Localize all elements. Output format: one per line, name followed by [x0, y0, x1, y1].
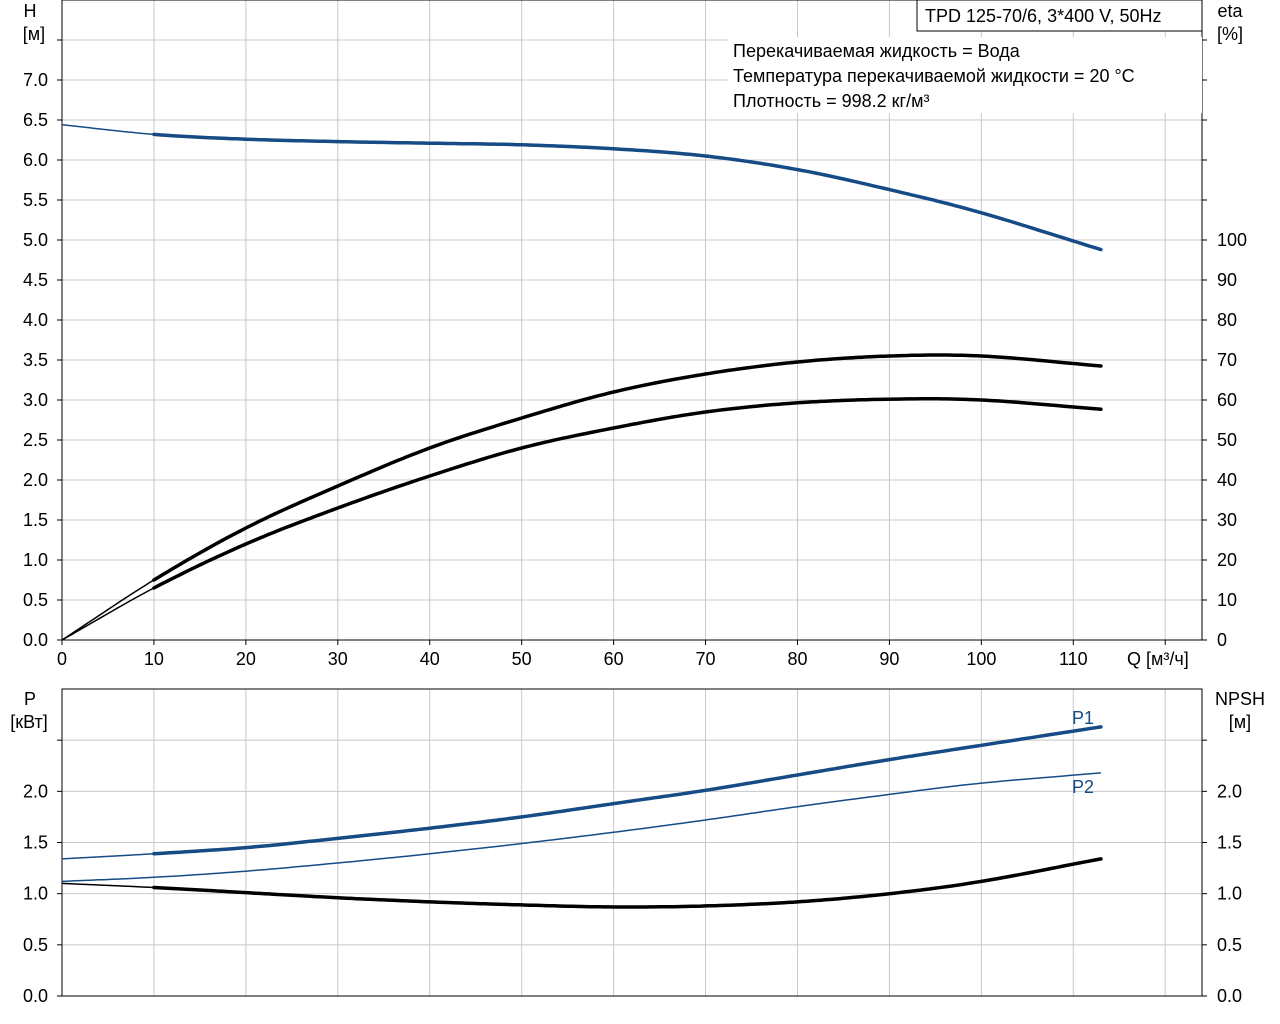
y-left-tick-label: 3.5: [23, 350, 48, 370]
annotation-liquid: Перекачиваемая жидкость = Вода: [733, 41, 1021, 61]
npsh-curve-extrapolated: [61, 882, 154, 889]
performance-ticks: 0 10 20 30 40 50 60 70 80 90 100 1100.00.51.01.52.0…: [23, 39, 1247, 669]
y-left-tick-label: 1.0: [23, 550, 48, 570]
y-right-tick-label: 50: [1217, 430, 1237, 450]
p-axis-label: P: [24, 689, 36, 709]
y-left-tick-label: 0.5: [23, 935, 48, 955]
p1-label: P1: [1072, 708, 1094, 728]
y-left-tick-label: 4.5: [23, 270, 48, 290]
p2-curve-extrapolated: [61, 772, 1101, 883]
power-grid: [62, 689, 1202, 996]
h-axis-unit: [м]: [23, 24, 45, 44]
h-curve-extrapolated: [61, 124, 154, 136]
x-tick-label: 40: [420, 649, 440, 669]
p-axis-unit: [кВт]: [10, 712, 48, 732]
performance-panel: 0 10 20 30 40 50 60 70 80 90 100 1100.00.51.01.52.0…: [23, 0, 1247, 669]
x-tick-label: 110: [1059, 649, 1088, 669]
y-right-tick-label: 1.0: [1217, 884, 1242, 904]
y-left-tick-label: 7.0: [23, 70, 48, 90]
y-left-tick-label: 6.5: [23, 110, 48, 130]
p1-curve-extrapolated: [61, 853, 154, 860]
annotation-background: [728, 37, 1202, 113]
annotation-temperature: Температура перекачиваемой жидкости = 20…: [733, 66, 1135, 86]
h-curve: [152, 132, 1103, 252]
y-right-tick-label: 0: [1217, 630, 1227, 650]
y-right-tick-label: 1.5: [1217, 833, 1242, 853]
y-left-tick-label: 2.5: [23, 430, 48, 450]
chart-title: TPD 125-70/6, 3*400 V, 50Hz: [925, 6, 1162, 26]
y-left-tick-label: 5.5: [23, 190, 48, 210]
x-tick-label: 60: [604, 649, 624, 669]
annotation-density: Плотность = 998.2 кг/м³: [733, 91, 929, 111]
y-right-tick-label: 40: [1217, 470, 1237, 490]
x-tick-label: 70: [696, 649, 716, 669]
eta-axis-unit: [%]: [1217, 24, 1243, 44]
y-right-tick-label: 70: [1217, 350, 1237, 370]
eta_pump-curve: [152, 353, 1103, 582]
x-tick-label: 100: [966, 649, 996, 669]
y-right-tick-label: 60: [1217, 390, 1237, 410]
eta_pump-curve-extrapolated: [61, 579, 155, 641]
x-tick-label: 20: [236, 649, 256, 669]
performance-curves: [61, 124, 1103, 641]
eta-axis-label: eta: [1217, 1, 1243, 21]
eta_total-curve: [152, 397, 1103, 590]
y-right-tick-label: 80: [1217, 310, 1237, 330]
y-right-tick-label: 30: [1217, 510, 1237, 530]
y-left-tick-label: 6.0: [23, 150, 48, 170]
power-ticks: 0.0 0.5 1.0 1.5 2.0 0.0 0.5 1.0 1.5 2.0: [23, 739, 1242, 1006]
y-left-tick-label: 4.0: [23, 310, 48, 330]
y-left-tick-label: 2.0: [23, 781, 48, 801]
y-left-tick-label: 3.0: [23, 390, 48, 410]
y-left-tick-label: 0.0: [23, 630, 48, 650]
p2-label: P2: [1072, 777, 1094, 797]
y-left-tick-label: 5.0: [23, 230, 48, 250]
npsh-axis-label: NPSH: [1215, 689, 1265, 709]
x-tick-label: 10: [144, 649, 164, 669]
y-right-tick-label: 20: [1217, 550, 1237, 570]
y-left-tick-label: 2.0: [23, 470, 48, 490]
x-tick-label: 90: [879, 649, 899, 669]
y-left-tick-label: 1.5: [23, 833, 48, 853]
power-curves: [61, 725, 1103, 909]
x-tick-label: 50: [512, 649, 532, 669]
eta_total-curve-extrapolated: [61, 587, 155, 641]
x-tick-label: 0: [57, 649, 67, 669]
title-box: [916, 0, 1203, 32]
y-right-tick-label: 90: [1217, 270, 1237, 290]
npsh-axis-unit: [м]: [1229, 712, 1251, 732]
h-axis-label: H: [24, 1, 37, 21]
y-right-tick-label: 10: [1217, 590, 1237, 610]
x-tick-label: 30: [328, 649, 348, 669]
npsh-curve: [152, 857, 1103, 909]
y-right-tick-label: 0.0: [1217, 986, 1242, 1006]
y-left-tick-label: 0.5: [23, 590, 48, 610]
y-right-tick-label: 2.0: [1217, 781, 1242, 801]
power-panel: 0.0 0.5 1.0 1.5 2.0 0.0 0.5 1.0 1.5 2.0 P [кВт] N…: [10, 688, 1265, 1006]
y-left-tick-label: 1.5: [23, 510, 48, 530]
y-right-tick-label: 0.5: [1217, 935, 1242, 955]
y-right-tick-label: 100: [1217, 230, 1247, 250]
y-left-tick-label: 0.0: [23, 986, 48, 1006]
y-left-tick-label: 1.0: [23, 884, 48, 904]
p1-curve: [152, 725, 1103, 856]
x-tick-label: 80: [787, 649, 807, 669]
q-axis-label: Q [м³/ч]: [1127, 649, 1189, 669]
